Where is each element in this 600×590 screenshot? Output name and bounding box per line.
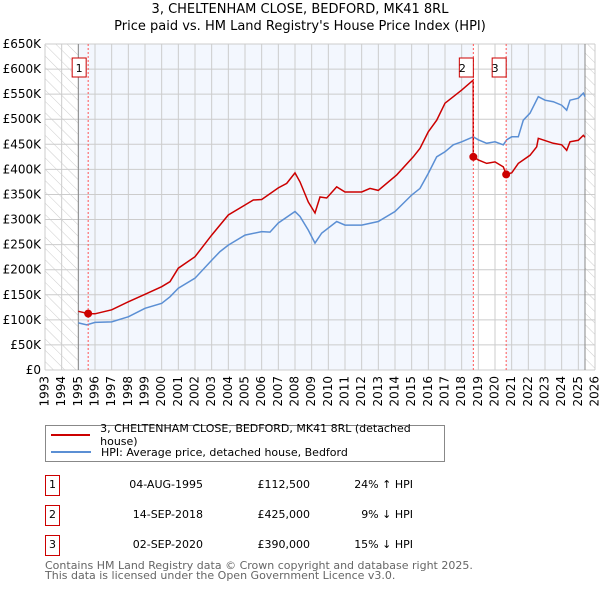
x-tick-label: 2017 [438,376,452,407]
x-tick-label: 2001 [171,376,185,407]
sale-marker-badge: 1 [45,475,60,496]
sale-label: 1 [76,62,83,75]
sale-label-box [491,57,507,78]
property-series-line [78,78,586,315]
sale-price: £112,500 [257,478,311,491]
hpi-comparison: 24% ↑ HPI [354,478,413,491]
x-tick-label: 1995 [71,376,85,407]
x-tick-label: 2023 [538,376,552,407]
footer-copyright: Contains HM Land Registry data © Crown c… [45,559,473,572]
y-tick-label: £200K [3,263,43,277]
y-tick-label: £400K [3,162,43,176]
x-tick-label: 2009 [304,376,318,407]
x-tick-label: 2018 [454,376,468,407]
x-tick-label: 2021 [504,376,518,407]
x-tick-label: 2012 [354,376,368,407]
x-tick-label: 2024 [554,376,568,407]
sale-date: 14-SEP-2018 [132,508,203,521]
x-tick-label: 2004 [221,376,235,407]
legend-item-hpi: HPI: Average price, detached house, Bedf… [51,444,348,460]
x-tick-label: 1996 [88,376,102,407]
x-tick-label: 2003 [204,376,218,407]
y-tick-label: £150K [3,288,43,302]
red-line-swatch [51,434,91,436]
hatched-region-after [585,44,595,370]
x-tick-label: 1999 [138,376,152,407]
hpi-comparison: 9% ↓ HPI [361,508,413,521]
x-tick-label: 2020 [488,376,502,407]
y-tick-label: £250K [3,238,43,252]
footer-licence: This data is licensed under the Open Gov… [45,569,396,582]
sale-price: £390,000 [257,538,311,551]
x-tick-label: 2025 [571,376,585,407]
hpi-comparison: 15% ↓ HPI [354,538,413,551]
legend-label: HPI: Average price, detached house, Bedf… [101,445,348,459]
legend: 3, CHELTENHAM CLOSE, BEDFORD, MK41 8RL (… [45,422,445,462]
y-tick-label: £650K [3,37,43,51]
x-tick-label: 2008 [288,376,302,407]
legend-item-property: 3, CHELTENHAM CLOSE, BEDFORD, MK41 8RL (… [51,422,444,448]
x-tick-label: 2015 [404,376,418,407]
sale-point [84,309,93,318]
y-tick-label: £450K [3,137,43,151]
x-tick-label: 2019 [471,376,485,407]
y-tick-label: £0 [26,363,41,377]
x-tick-label: 2002 [188,376,202,407]
x-tick-label: 2016 [421,376,435,407]
y-tick-label: £300K [3,213,43,227]
y-tick-label: £600K [3,62,43,76]
plot-background [45,44,595,370]
sale-date: 04-AUG-1995 [129,478,203,491]
hpi-series-line [78,91,586,326]
sale-point [502,170,511,179]
transaction-row: 3 02-SEP-2020 £390,000 15% ↓ HPI [45,535,445,556]
y-tick-label: £50K [10,338,42,352]
y-tick-label: £100K [3,313,43,327]
x-tick-label: 2022 [521,376,535,407]
x-tick-label: 1994 [54,376,68,407]
sale-label-box [458,57,474,78]
sale-marker-badge: 2 [45,505,60,526]
sale-marker-badge: 3 [45,535,60,556]
sale-date: 02-SEP-2020 [132,538,203,551]
y-tick-label: £500K [3,112,43,126]
x-tick-label: 2010 [321,376,335,407]
sale-point [469,152,478,161]
x-tick-label: 2014 [388,376,402,407]
x-tick-label: 2013 [371,376,385,407]
x-tick-label: 1997 [104,376,118,407]
x-tick-label: 2007 [271,376,285,407]
transaction-row: 1 04-AUG-1995 £112,500 24% ↑ HPI [45,475,445,496]
y-tick-label: £550K [3,87,43,101]
x-tick-label: 2005 [238,376,252,407]
x-tick-label: 2000 [154,376,168,407]
sale-label-box [71,57,87,78]
transaction-row: 2 14-SEP-2018 £425,000 9% ↓ HPI [45,505,445,526]
x-tick-label: 1993 [38,376,52,407]
sale-label: 3 [492,62,499,75]
legend-label: 3, CHELTENHAM CLOSE, BEDFORD, MK41 8RL (… [100,422,411,448]
y-tick-label: £350K [3,187,43,201]
chart-subtitle: Price paid vs. HM Land Registry's House … [114,19,486,34]
chart-title: 3, CHELTENHAM CLOSE, BEDFORD, MK41 8RL [151,2,449,17]
x-tick-label: 1998 [121,376,135,407]
sale-price: £425,000 [257,508,311,521]
sale-label: 2 [459,62,466,75]
x-tick-label: 2006 [254,376,268,407]
x-tick-label: 2026 [588,376,600,407]
x-tick-label: 2011 [338,376,352,407]
blue-line-swatch [51,451,91,453]
